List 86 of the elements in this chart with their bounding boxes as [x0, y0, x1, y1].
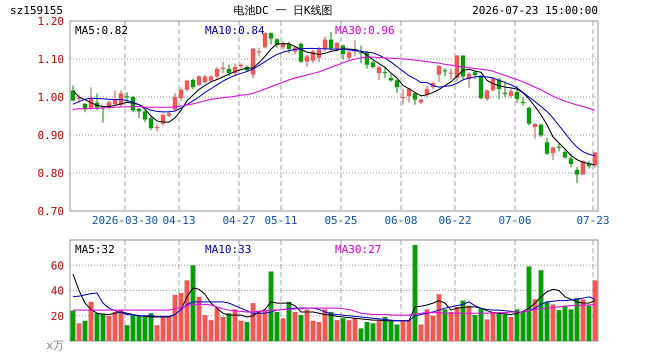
x-tick-label: 06-22 — [438, 214, 472, 227]
y-tick-label: 0.90 — [38, 129, 64, 142]
candlestick — [142, 110, 148, 122]
candlestick — [382, 66, 388, 78]
bar — [592, 280, 598, 341]
candlestick — [400, 88, 406, 106]
y-tick-label: 0.80 — [38, 167, 64, 180]
bar — [286, 302, 292, 341]
candlestick — [574, 166, 580, 184]
x-tick-label: 07-23 — [576, 214, 610, 227]
bar — [190, 265, 196, 341]
candlestick — [346, 50, 352, 60]
chart-subtitle: sz159155 — [10, 4, 63, 17]
candlestick — [256, 47, 262, 57]
bar — [226, 313, 232, 341]
line-series — [72, 292, 596, 322]
bar — [466, 306, 472, 341]
bar — [280, 318, 286, 341]
text: MA10:33 — [205, 243, 252, 256]
candlestick — [268, 32, 274, 46]
chart-title: 电池DC 一 日K线图 — [233, 4, 333, 17]
bar — [532, 299, 538, 341]
candlestick — [502, 80, 508, 98]
x-tick-label: 05-25 — [324, 214, 358, 227]
y-tick-label: 1.00 — [38, 91, 64, 104]
bar — [76, 323, 82, 341]
y-tick-label: 1.10 — [38, 53, 64, 66]
x-tick-label: 2026-03-30 — [92, 214, 158, 227]
y-tick-label: 1.20 — [38, 15, 64, 28]
candlestick — [184, 79, 190, 92]
candlestick — [448, 68, 454, 80]
candlestick — [484, 88, 490, 102]
text: MA30:27 — [335, 243, 382, 256]
line-series — [72, 274, 596, 322]
candlestick — [568, 154, 574, 168]
bar — [412, 245, 418, 341]
candlestick — [262, 32, 268, 49]
candlestick — [544, 138, 550, 156]
x-tick-label: 04-13 — [162, 214, 196, 227]
series-label: MA10:0.84 — [205, 24, 265, 37]
bar — [460, 300, 466, 341]
text: MA5:0.82 — [75, 24, 128, 37]
candlestick — [214, 66, 220, 80]
x-tick-label: 07-06 — [498, 214, 532, 227]
bar — [244, 322, 250, 341]
candlestick — [328, 32, 334, 52]
y-tick-label: 40 — [50, 284, 64, 298]
candlestick — [562, 148, 568, 160]
bar — [508, 317, 514, 341]
candlestick — [508, 87, 514, 98]
y-tick-label: 60 — [50, 259, 64, 272]
y-axis-title: x万 — [46, 339, 64, 352]
bar — [442, 309, 448, 341]
x-tick-label: 05-11 — [264, 214, 298, 227]
candlestick — [526, 106, 532, 126]
candlestick — [220, 62, 226, 74]
candlestick — [124, 92, 130, 104]
line-series — [72, 304, 596, 316]
bar — [328, 312, 334, 341]
bar — [292, 312, 298, 341]
bar — [580, 299, 586, 341]
candlestick — [550, 146, 556, 161]
candlestick — [556, 142, 562, 152]
y-tick-label: 20 — [50, 310, 64, 323]
bar — [82, 320, 88, 341]
text: 2026-07-23 15:00:00 — [472, 4, 598, 17]
y-tick-label: 0.70 — [38, 205, 64, 218]
bar — [340, 318, 346, 341]
candlestick — [514, 85, 520, 104]
x-tick-label: 06-08 — [384, 214, 418, 227]
bar — [70, 310, 76, 341]
bar — [88, 302, 94, 341]
bar — [550, 304, 556, 341]
series-label: MA5:32 — [75, 243, 115, 256]
candlestick — [538, 123, 544, 138]
bar — [298, 315, 304, 341]
bar — [376, 320, 382, 341]
candlestick — [196, 74, 202, 87]
x-tick-label: 04-27 — [222, 214, 256, 227]
candlestick — [190, 78, 196, 90]
candlestick — [376, 66, 382, 80]
bar — [334, 320, 340, 341]
candlestick — [436, 64, 442, 82]
bar — [586, 306, 592, 341]
candlestick — [532, 122, 538, 140]
series-label: MA30:0.96 — [335, 24, 395, 37]
